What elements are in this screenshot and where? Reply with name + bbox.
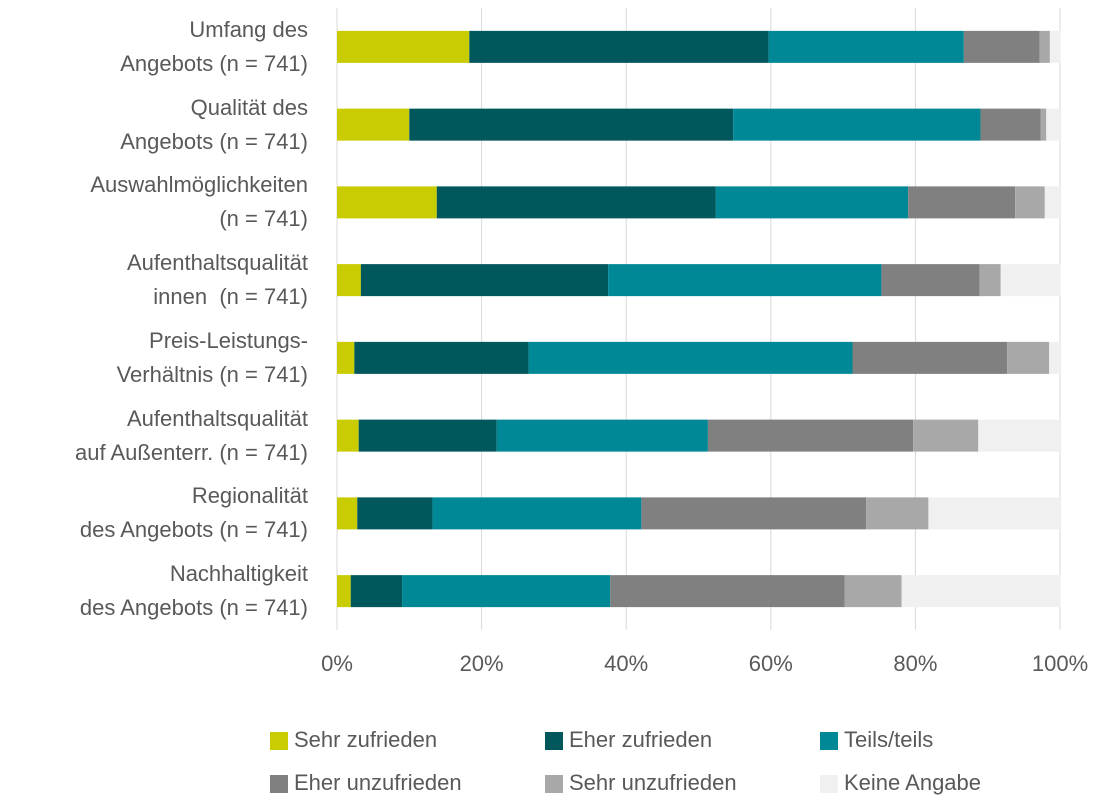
category-label: Regionalität des Angebots (n = 741) (79, 483, 308, 543)
bar-segment (608, 264, 882, 297)
legend-label: Teils/teils (844, 727, 933, 752)
bar-segment (357, 497, 433, 530)
bar-segment (469, 30, 769, 63)
bar-segment (768, 30, 964, 63)
legend-label: Sehr zufrieden (294, 727, 437, 752)
bar-segment (1049, 341, 1060, 374)
bar-segment (980, 108, 1041, 141)
bar-segment (1040, 108, 1047, 141)
bar-segment (337, 497, 358, 530)
bar-segment (881, 264, 980, 297)
bar-segment (852, 341, 1008, 374)
bar-segment (610, 575, 845, 608)
bar-segment (337, 419, 359, 452)
legend-swatch (270, 732, 288, 750)
bar-segment (337, 186, 437, 219)
legend-swatch (545, 775, 563, 793)
bar-segment (908, 186, 1016, 219)
x-tick-label: 40% (604, 651, 648, 676)
bar-segment (432, 497, 642, 530)
bar-segment (641, 497, 867, 530)
bar-segment (337, 108, 410, 141)
legend-swatch (820, 775, 838, 793)
category-label: Auswahlmöglichkeiten (n = 741) (90, 172, 308, 232)
category-label: Nachhaltigkeit des Angebots (n = 741) (79, 561, 308, 621)
legend-label: Eher zufrieden (569, 727, 712, 752)
bar-segment (350, 575, 403, 608)
x-tick-label: 60% (749, 651, 793, 676)
bar-segment (1044, 186, 1060, 219)
bar-segment (337, 575, 351, 608)
bar-segment (1000, 264, 1061, 297)
bar-segment (715, 186, 909, 219)
bar-segment (496, 419, 708, 452)
bar-segment (337, 341, 355, 374)
legend-swatch (545, 732, 563, 750)
bar-segment (528, 341, 853, 374)
category-label: Aufenthaltsqualität auf Außenterr. (n = … (75, 405, 308, 465)
category-label: Aufenthaltsqualität innen (n = 741) (126, 250, 308, 310)
bar-segment (337, 264, 361, 297)
bar-segment (360, 264, 609, 297)
category-label: Preis-Leistungs- Verhältnis (n = 741) (116, 327, 308, 387)
bar-segment (913, 419, 979, 452)
bar-segment (963, 30, 1040, 63)
category-label: Qualität des Angebots (n = 741) (120, 94, 308, 154)
bar-segment (358, 419, 497, 452)
legend-label: Sehr unzufrieden (569, 770, 737, 795)
bar-segment (866, 497, 929, 530)
bar-segment (402, 575, 611, 608)
bar-segment (409, 108, 734, 141)
legend-swatch (820, 732, 838, 750)
bar-segment (733, 108, 981, 141)
legend-swatch (270, 775, 288, 793)
x-tick-label: 80% (893, 651, 937, 676)
legend-label: Keine Angabe (844, 770, 981, 795)
bar-segment (1007, 341, 1050, 374)
bar-segment (1046, 108, 1060, 141)
x-tick-label: 20% (460, 651, 504, 676)
category-label: Umfang des Angebots (n = 741) (120, 16, 308, 76)
x-tick-label: 100% (1032, 651, 1088, 676)
bar-segment (1015, 186, 1045, 219)
bar-segment (978, 419, 1060, 452)
bar-segment (928, 497, 1060, 530)
bar-segment (1039, 30, 1050, 63)
legend-label: Eher unzufrieden (294, 770, 462, 795)
bar-segment (979, 264, 1001, 297)
bar-segment (436, 186, 716, 219)
bar-segment (354, 341, 529, 374)
bar-segment (1049, 30, 1061, 63)
bar-segment (844, 575, 902, 608)
bar-segment (707, 419, 914, 452)
x-tick-label: 0% (321, 651, 353, 676)
bar-segment (337, 30, 470, 63)
bar-segment (901, 575, 1061, 608)
